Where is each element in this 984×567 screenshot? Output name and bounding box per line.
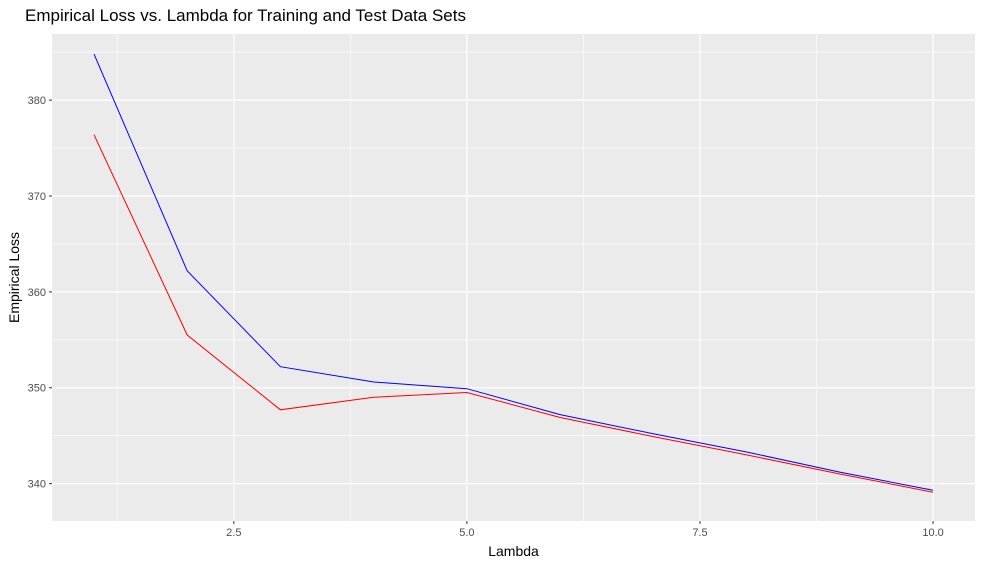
x-axis-title: Lambda [488, 543, 539, 559]
minor-grid [52, 34, 975, 521]
series-line-2 [93, 134, 934, 493]
plot-panel [52, 34, 975, 521]
series-line-1 [93, 53, 934, 491]
y-tick-label: 380 [28, 95, 46, 107]
y-tick-label: 340 [28, 479, 46, 491]
x-tick-label: 2.5 [226, 527, 241, 539]
chart-title: Empirical Loss vs. Lambda for Training a… [25, 6, 466, 25]
y-tick-label: 370 [28, 191, 46, 203]
y-axis: 340 350 360 370 380 [28, 95, 52, 491]
x-axis: 2.5 5.0 7.5 10.0 [226, 521, 944, 539]
series-layer [93, 53, 934, 493]
x-tick-label: 5.0 [459, 527, 474, 539]
y-tick-label: 350 [28, 383, 46, 395]
major-grid [52, 34, 975, 521]
x-tick-label: 10.0 [922, 527, 943, 539]
y-axis-title: Empirical Loss [6, 232, 22, 323]
x-tick-label: 7.5 [692, 527, 707, 539]
y-tick-label: 360 [28, 287, 46, 299]
